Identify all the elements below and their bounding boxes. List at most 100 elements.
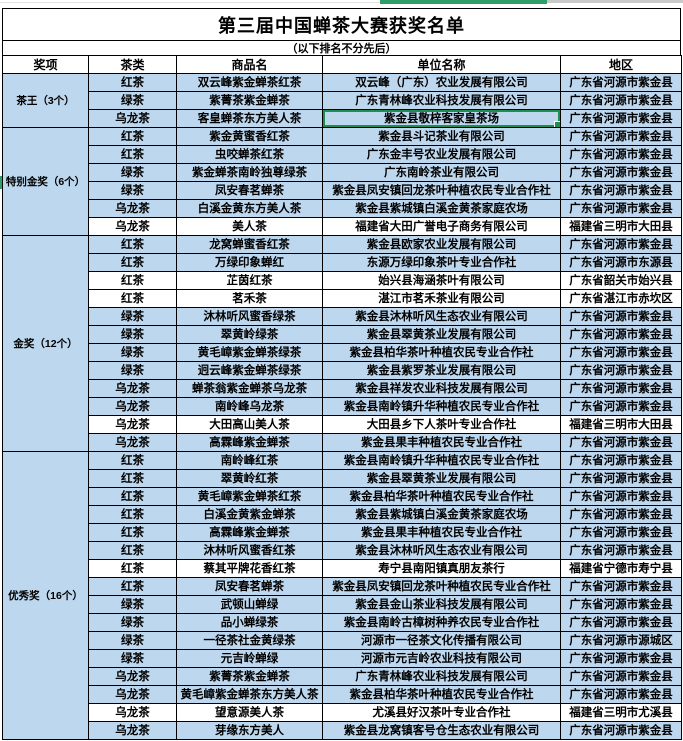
tea-cell[interactable]: 绿茶 (88, 163, 177, 182)
product-cell[interactable]: 品小蝉绿茶 (176, 613, 323, 632)
product-cell[interactable]: 双云峰紫金蝉茶红茶 (176, 73, 323, 92)
tea-cell[interactable]: 红茶 (88, 469, 177, 488)
product-cell[interactable]: 虫咬蝉茶红茶 (176, 145, 323, 164)
product-cell[interactable]: 黄毛嶂紫金蝉茶东方美人茶 (176, 685, 323, 704)
region-cell[interactable]: 广东省河源市紫金县 (560, 487, 682, 506)
unit-cell[interactable]: 寿宁县南阳镇真朋友茶行 (322, 559, 561, 578)
tea-cell[interactable]: 乌龙茶 (88, 109, 177, 128)
unit-cell[interactable]: 紫金县紫罗茶业发展有限公司 (322, 361, 561, 380)
unit-cell[interactable]: 紫金县凤安镇回龙茶叶种植农民专业合作社 (322, 577, 561, 596)
region-cell[interactable]: 福建省宁德市寿宁县 (560, 559, 682, 578)
product-cell[interactable]: 紫金黄蜜香红茶 (176, 127, 323, 146)
unit-cell[interactable]: 紫金县翠黄茶业发展有限公司 (322, 325, 561, 344)
unit-cell[interactable]: 广东金丰号农业发展有限公司 (322, 145, 561, 164)
tea-cell[interactable]: 乌龙茶 (88, 721, 177, 740)
unit-cell[interactable]: 紫金县斗记茶业有限公司 (322, 127, 561, 146)
unit-cell[interactable]: 紫金县紫城镇白溪金黄茶家庭农场 (322, 199, 561, 218)
region-cell[interactable]: 广东省河源市东源县 (560, 253, 682, 272)
region-cell[interactable]: 广东省河源市紫金县 (560, 577, 682, 596)
region-cell[interactable]: 广东省河源市紫金县 (560, 361, 682, 380)
product-cell[interactable]: 武顿山蝉绿 (176, 595, 323, 614)
region-cell[interactable]: 广东省河源市紫金县 (560, 127, 682, 146)
unit-cell[interactable]: 尤溪县好汉茶叶专业合作社 (322, 703, 561, 722)
tea-cell[interactable]: 乌龙茶 (88, 379, 177, 398)
unit-cell[interactable]: 紫金县南岭镇升华种植农民专业合作社 (322, 451, 561, 470)
region-cell[interactable]: 广东省河源市紫金县 (560, 199, 682, 218)
region-cell[interactable]: 广东省河源市紫金县 (560, 325, 682, 344)
region-cell[interactable]: 广东省河源市紫金县 (560, 469, 682, 488)
product-cell[interactable]: 客皇蝉茶东方美人茶 (176, 109, 323, 128)
tea-cell[interactable]: 红茶 (88, 451, 177, 470)
region-cell[interactable]: 广东省河源市紫金县 (560, 541, 682, 560)
tea-cell[interactable]: 乌龙茶 (88, 433, 177, 452)
column-header-2[interactable]: 商品名 (176, 55, 323, 74)
tea-cell[interactable]: 红茶 (88, 235, 177, 254)
region-cell[interactable]: 广东省河源市紫金县 (560, 181, 682, 200)
tea-cell[interactable]: 红茶 (88, 505, 177, 524)
product-cell[interactable]: 高霖峰紫金蝉茶 (176, 523, 323, 542)
region-cell[interactable]: 广东省湛江市赤坎区 (560, 289, 682, 308)
unit-cell[interactable]: 东源万绿印象茶叶专业合作社 (322, 253, 561, 272)
region-cell[interactable]: 广东省河源市紫金县 (560, 505, 682, 524)
region-cell[interactable]: 广东省河源市紫金县 (560, 685, 682, 704)
region-cell[interactable]: 广东省河源市紫金县 (560, 397, 682, 416)
tea-cell[interactable]: 红茶 (88, 523, 177, 542)
tea-cell[interactable]: 乌龙茶 (88, 397, 177, 416)
product-cell[interactable]: 芷茵红茶 (176, 271, 323, 290)
unit-cell[interactable]: 河源市元吉岭农业科技有限公司 (322, 649, 561, 668)
product-cell[interactable]: 黄毛嶂紫金蝉茶红茶 (176, 487, 323, 506)
tea-cell[interactable]: 红茶 (88, 73, 177, 92)
unit-cell[interactable]: 紫金县祥发农业科技发展有限公司 (322, 379, 561, 398)
unit-cell[interactable]: 紫金县欧家农业发展有限公司 (322, 235, 561, 254)
product-cell[interactable]: 白溪金黄紫金蝉茶 (176, 505, 323, 524)
region-cell[interactable]: 广东省河源市紫金县 (560, 613, 682, 632)
tea-cell[interactable]: 红茶 (88, 487, 177, 506)
tea-cell[interactable]: 乌龙茶 (88, 667, 177, 686)
product-cell[interactable]: 蝉茶翁紫金蝉茶乌龙茶 (176, 379, 323, 398)
product-cell[interactable]: 美人茶 (176, 217, 323, 236)
region-cell[interactable]: 广东省河源市紫金县 (560, 73, 682, 92)
tea-cell[interactable]: 绿茶 (88, 307, 177, 326)
region-cell[interactable]: 广东省河源市紫金县 (560, 523, 682, 542)
column-header-0[interactable]: 奖项 (2, 55, 89, 74)
region-cell[interactable]: 广东省河源市源城区 (560, 631, 682, 650)
tea-cell[interactable]: 红茶 (88, 289, 177, 308)
product-cell[interactable]: 蔡其平牌花香红茶 (176, 559, 323, 578)
tea-cell[interactable]: 红茶 (88, 541, 177, 560)
unit-cell[interactable]: 紫金县果丰种植农民专业合作社 (322, 433, 561, 452)
unit-cell[interactable]: 紫金县南岭古樟树种养农民专业合作社 (322, 613, 561, 632)
region-cell[interactable]: 广东省河源市紫金县 (560, 595, 682, 614)
unit-cell[interactable]: 紫金县金山茶业科技发展有限公司 (322, 595, 561, 614)
product-cell[interactable]: 高霖峰紫金蝉茶 (176, 433, 323, 452)
tea-cell[interactable]: 绿茶 (88, 613, 177, 632)
unit-cell[interactable]: 紫金县翠黄茶业发展有限公司 (322, 469, 561, 488)
product-cell[interactable]: 望意源美人茶 (176, 703, 323, 722)
selected-cell[interactable]: 紫金县敬梓客家皇茶场 (322, 109, 561, 128)
tea-cell[interactable]: 红茶 (88, 577, 177, 596)
product-cell[interactable]: 翠黄岭绿茶 (176, 325, 323, 344)
unit-cell[interactable]: 广东青林峰农业科技发展有限公司 (322, 91, 561, 110)
unit-cell[interactable]: 双云峰（广东）农业发展有限公司 (322, 73, 561, 92)
tea-cell[interactable]: 乌龙茶 (88, 415, 177, 434)
award-group-cell[interactable]: 特别金奖（6个） (2, 127, 89, 236)
tea-cell[interactable]: 乌龙茶 (88, 703, 177, 722)
tea-cell[interactable]: 绿茶 (88, 91, 177, 110)
region-cell[interactable]: 福建省三明市大田县 (560, 217, 682, 236)
tea-cell[interactable]: 乌龙茶 (88, 685, 177, 704)
product-cell[interactable]: 芽缘东方美人 (176, 721, 323, 740)
region-cell[interactable]: 广东省河源市紫金县 (560, 91, 682, 110)
product-cell[interactable]: 龙窝蝉蜜香红茶 (176, 235, 323, 254)
tea-cell[interactable]: 绿茶 (88, 343, 177, 362)
region-cell[interactable]: 福建省三明市大田县 (560, 415, 682, 434)
tea-cell[interactable]: 红茶 (88, 271, 177, 290)
product-cell[interactable]: 迥云峰紫金蝉茶绿茶 (176, 361, 323, 380)
unit-cell[interactable]: 紫金县柏华茶叶种植农民专业合作社 (322, 685, 561, 704)
product-cell[interactable]: 黄毛嶂紫金蝉茶绿茶 (176, 343, 323, 362)
tea-cell[interactable]: 乌龙茶 (88, 199, 177, 218)
unit-cell[interactable]: 紫金县凤安镇回龙茶叶种植农民专业合作社 (322, 181, 561, 200)
unit-cell[interactable]: 紫金县沐林听风生态农业有限公司 (322, 541, 561, 560)
tea-cell[interactable]: 红茶 (88, 145, 177, 164)
tea-cell[interactable]: 绿茶 (88, 181, 177, 200)
product-cell[interactable]: 沐林听风蜜香红茶 (176, 541, 323, 560)
unit-cell[interactable]: 广东青林峰农业科技发展有限公司 (322, 667, 561, 686)
